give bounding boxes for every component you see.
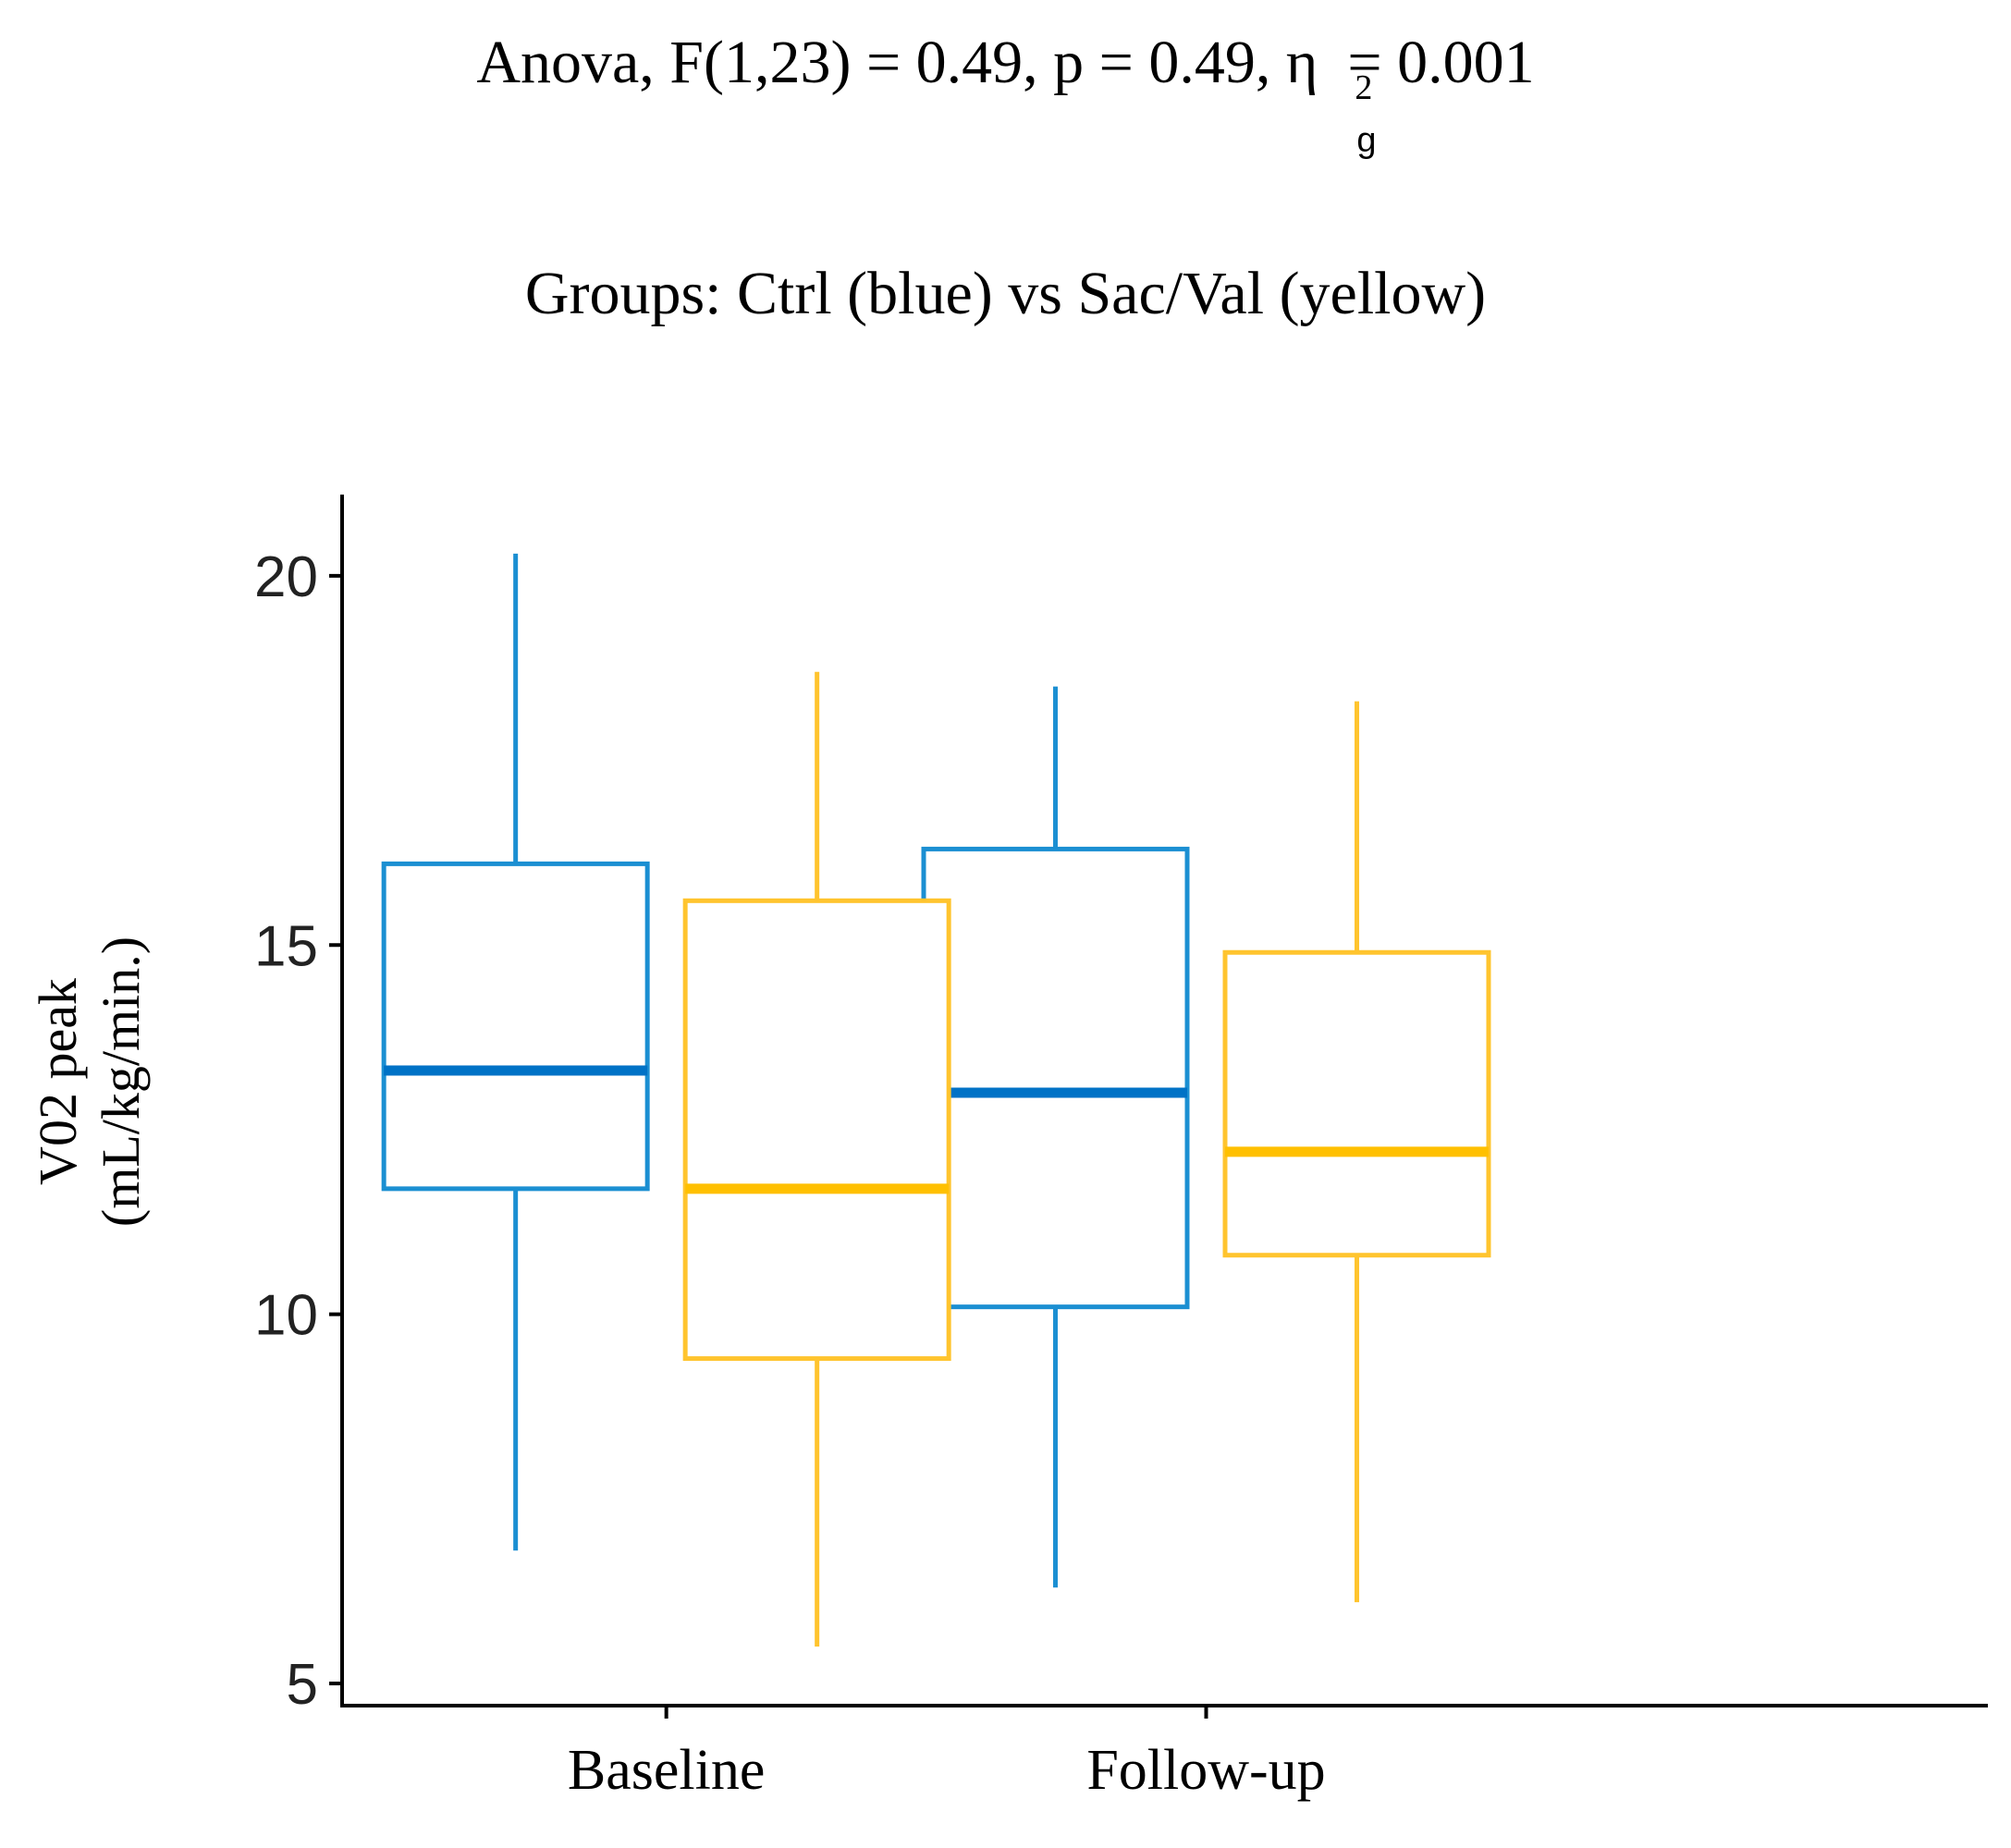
y-tick-label: 20	[254, 545, 318, 609]
box-ctrl-baseline	[381, 553, 650, 1551]
y-axis-title-line1: V02 peak	[28, 978, 88, 1185]
iqr-box	[921, 846, 1190, 1310]
chart-subtitle: Groups: Ctrl (blue) vs Sac/Val (yellow)	[524, 260, 1487, 327]
y-tick-label: 10	[254, 1284, 318, 1348]
title-suffix: = 0.001	[1347, 29, 1535, 96]
x-tick-label: Baseline	[568, 1739, 766, 1802]
boxes-layer	[381, 553, 1491, 1647]
eta-superscript: 2	[1355, 68, 1373, 107]
x-tick-label: Follow-up	[1086, 1739, 1325, 1802]
box-ctrl-follow-up	[921, 686, 1190, 1588]
iqr-box	[682, 898, 951, 1362]
iqr-box	[381, 861, 650, 1192]
ticks-layer: 5 10 15 20 Baseline Follow-up	[254, 545, 1326, 1802]
y-tick-label: 5	[287, 1653, 318, 1717]
eta-subscript: g	[1356, 121, 1377, 160]
chart-title: Anova, F(1,23) = 0.49, p = 0.49, η 2 g = 0.…	[0, 28, 2011, 160]
axes-layer	[340, 495, 1988, 1707]
box-sac-val-follow-up	[1222, 701, 1491, 1603]
y-axis-title-line2: (mL/kg/min.)	[91, 936, 151, 1227]
box-sac-val-baseline	[682, 671, 951, 1647]
iqr-box	[1222, 949, 1491, 1258]
title-text: Anova, F(1,23) = 0.49, p = 0.49, η	[476, 29, 1318, 96]
y-tick-label: 15	[254, 914, 318, 978]
